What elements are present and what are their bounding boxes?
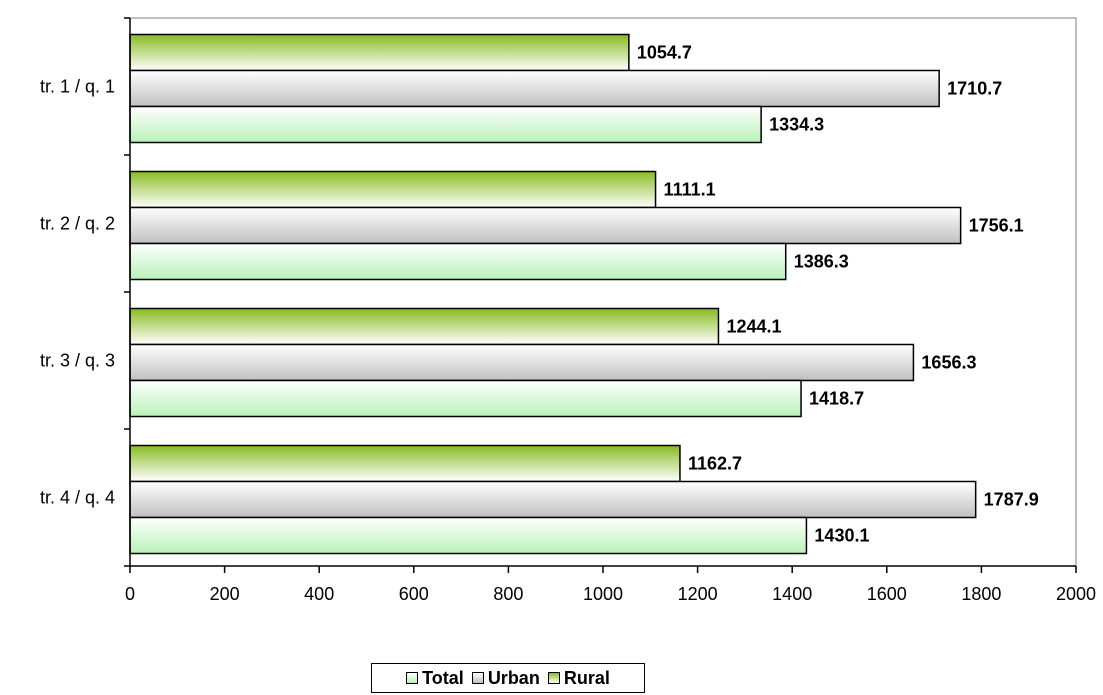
bar-rural-2 <box>129 170 657 209</box>
legend-label-urban: Urban <box>487 667 540 688</box>
bar-total-4 <box>129 516 808 555</box>
bar-total-3 <box>129 379 802 418</box>
bar-urban-4 <box>129 480 977 519</box>
x-tick-label-1400: 1400 <box>772 584 812 604</box>
data-label-rural-2: 1111.1 <box>664 180 716 200</box>
legend-item-total: Total <box>406 668 464 689</box>
legend-label-rural: Rural <box>563 667 610 688</box>
data-label-total-4: 1430.1 <box>814 526 869 546</box>
bar-rural-4 <box>129 444 681 483</box>
x-tick-label-1800: 1800 <box>961 584 1001 604</box>
data-label-urban-4: 1787.9 <box>984 490 1039 510</box>
bars-layer <box>129 33 977 555</box>
x-tick-label-800: 800 <box>493 584 523 604</box>
x-tick-label-0: 0 <box>125 584 135 604</box>
bar-rural-1 <box>129 33 630 72</box>
data-label-total-2: 1386.3 <box>794 252 849 272</box>
data-label-total-3: 1418.7 <box>809 389 864 409</box>
x-tick-label-1200: 1200 <box>678 584 718 604</box>
data-label-total-1: 1334.3 <box>769 115 824 135</box>
bar-urban-2 <box>129 206 962 245</box>
legend-swatch-total <box>406 672 419 684</box>
legend-item-urban: Urban <box>471 667 540 689</box>
y-tick-label-1: tr. 1 / q. 1 <box>40 77 115 97</box>
legend-item-rural: Rural <box>547 667 610 689</box>
data-label-urban-1: 1710.7 <box>947 79 1002 99</box>
axes-layer: tr. 1 / q. 1 tr. 2 / q. 2 tr. 3 / q. 3 tr. … <box>40 17 1096 604</box>
x-tick-label-400: 400 <box>304 584 334 604</box>
x-tick-label-2000: 2000 <box>1056 584 1096 604</box>
x-tick-label-200: 200 <box>210 584 240 604</box>
data-label-urban-3: 1656.3 <box>921 353 976 373</box>
legend-label-total: Total <box>422 667 464 688</box>
data-label-rural-3: 1244.1 <box>726 317 781 337</box>
bar-total-1 <box>129 105 762 144</box>
y-tick-label-2: tr. 2 / q. 2 <box>40 214 115 234</box>
y-tick-label-3: tr. 3 / q. 3 <box>40 351 115 371</box>
bar-urban-1 <box>129 69 940 108</box>
data-labels-layer: 1054.7 1710.7 1334.3 1111.1 1756.1 1386.3 1244… <box>637 43 1039 546</box>
x-tick-label-600: 600 <box>399 584 429 604</box>
bar-chart: 1054.7 1710.7 1334.3 1111.1 1756.1 1386.3 1244… <box>40 17 1096 604</box>
legend-swatch-urban <box>471 672 484 684</box>
data-label-rural-4: 1162.7 <box>688 454 742 474</box>
bar-urban-3 <box>129 343 915 382</box>
data-label-urban-2: 1756.1 <box>969 216 1024 236</box>
x-tick-label-1000: 1000 <box>583 584 623 604</box>
legend: Total Urban Rural <box>371 663 645 693</box>
bar-total-2 <box>129 242 787 281</box>
y-tick-label-4: tr. 4 / q. 4 <box>40 488 115 508</box>
legend-swatch-rural <box>547 672 560 684</box>
bar-rural-3 <box>129 307 720 346</box>
x-tick-label-1600: 1600 <box>867 584 907 604</box>
data-label-rural-1: 1054.7 <box>637 43 692 63</box>
